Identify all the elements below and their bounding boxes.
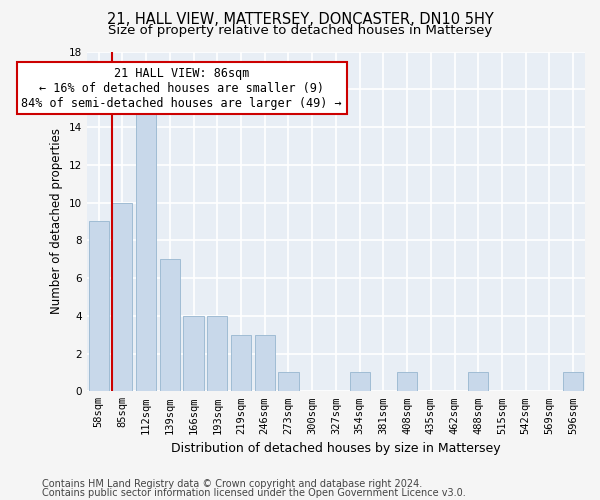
Bar xyxy=(160,259,180,392)
Bar xyxy=(468,372,488,392)
Bar xyxy=(231,334,251,392)
Text: Contains public sector information licensed under the Open Government Licence v3: Contains public sector information licen… xyxy=(42,488,466,498)
Text: Size of property relative to detached houses in Mattersey: Size of property relative to detached ho… xyxy=(108,24,492,37)
Bar xyxy=(89,222,109,392)
Bar xyxy=(563,372,583,392)
Bar xyxy=(184,316,203,392)
Bar xyxy=(254,334,275,392)
Y-axis label: Number of detached properties: Number of detached properties xyxy=(50,128,63,314)
Text: 21, HALL VIEW, MATTERSEY, DONCASTER, DN10 5HY: 21, HALL VIEW, MATTERSEY, DONCASTER, DN1… xyxy=(107,12,493,28)
Bar xyxy=(350,372,370,392)
Text: Contains HM Land Registry data © Crown copyright and database right 2024.: Contains HM Land Registry data © Crown c… xyxy=(42,479,422,489)
Bar xyxy=(278,372,299,392)
Bar xyxy=(136,108,156,392)
Text: 21 HALL VIEW: 86sqm
← 16% of detached houses are smaller (9)
84% of semi-detache: 21 HALL VIEW: 86sqm ← 16% of detached ho… xyxy=(22,66,342,110)
Bar xyxy=(397,372,417,392)
X-axis label: Distribution of detached houses by size in Mattersey: Distribution of detached houses by size … xyxy=(171,442,500,455)
Bar xyxy=(207,316,227,392)
Bar xyxy=(112,202,133,392)
